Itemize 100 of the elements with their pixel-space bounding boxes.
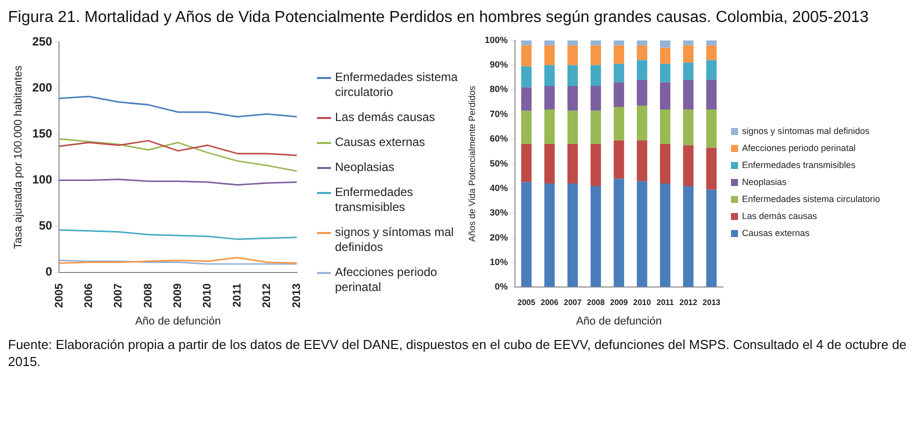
bar bbox=[660, 48, 670, 64]
legend-label: Neoplasias bbox=[335, 160, 394, 174]
bar bbox=[567, 184, 578, 287]
x-tick-label: 2013 bbox=[702, 298, 721, 308]
legend-label: signos y síntomas mal definidos bbox=[742, 126, 870, 136]
bar bbox=[636, 181, 648, 287]
bar bbox=[614, 64, 624, 82]
legend-label: Neoplasias bbox=[742, 176, 787, 188]
bar bbox=[590, 40, 601, 46]
x-tick-label: 2013 bbox=[290, 283, 303, 308]
x-tick-label: 2006 bbox=[540, 298, 559, 308]
bar bbox=[683, 80, 694, 110]
x-tick-label: 2012 bbox=[679, 298, 698, 308]
legend-label: Las demás causas bbox=[335, 110, 436, 124]
bar bbox=[636, 140, 648, 182]
bar bbox=[567, 144, 578, 184]
bar bbox=[614, 45, 624, 64]
y-tick-label: 50% bbox=[490, 158, 508, 168]
bar bbox=[544, 184, 555, 287]
bar bbox=[544, 40, 555, 46]
bar bbox=[590, 144, 601, 186]
bar bbox=[544, 110, 555, 144]
y-tick-label: 150 bbox=[32, 126, 53, 141]
bar bbox=[614, 40, 624, 46]
bar bbox=[567, 65, 578, 86]
bar bbox=[706, 40, 717, 46]
bar bbox=[683, 110, 694, 146]
y-tick-label: 0% bbox=[494, 282, 508, 292]
bar bbox=[521, 110, 532, 144]
x-tick-label: 2008 bbox=[142, 283, 154, 308]
x-tick-label: 2010 bbox=[633, 298, 652, 308]
y-tick-label: 60% bbox=[490, 134, 508, 144]
bar bbox=[590, 186, 601, 287]
y-tick-label: 250 bbox=[32, 34, 53, 49]
x-tick-label: 2008 bbox=[586, 298, 606, 308]
legend-label: Enfermedades sistema circulatorio bbox=[335, 70, 459, 100]
y-tick-label: 80% bbox=[490, 84, 508, 94]
y-tick-label: 40% bbox=[490, 182, 508, 193]
bar bbox=[683, 62, 694, 80]
bar bbox=[521, 144, 532, 182]
bar bbox=[660, 82, 670, 110]
bar bbox=[660, 184, 670, 287]
bar bbox=[706, 45, 717, 60]
legend-label: Las demás causas bbox=[742, 210, 818, 222]
x-tick-label: 2005 bbox=[53, 283, 66, 308]
legend-label: Enfermedades sistema circulatorio bbox=[742, 194, 880, 204]
source-note: Fuente: Elaboración propia a partir de los datos de EEVV del DANE, dispuestos en el cubo de EEVV, defunciones del MSPS. Consultado el 4 de octubre de 2015. bbox=[8, 336, 908, 370]
y-tick-label: 50 bbox=[38, 218, 53, 233]
bar bbox=[544, 65, 555, 86]
x-tick-label: 2011 bbox=[656, 298, 674, 308]
bar bbox=[660, 64, 670, 82]
bar bbox=[706, 148, 717, 190]
bar bbox=[590, 65, 601, 86]
legend-label: Causas externas bbox=[335, 134, 426, 150]
bar bbox=[683, 186, 694, 287]
bar bbox=[636, 60, 648, 80]
bar bbox=[636, 40, 648, 46]
x-tick-label: 2010 bbox=[202, 283, 214, 308]
bar bbox=[683, 145, 694, 186]
bar bbox=[590, 110, 601, 144]
x-tick-label: 2012 bbox=[261, 283, 274, 308]
legend-label: signos y síntomas mal definidos bbox=[335, 224, 455, 254]
y-tick-label: 10% bbox=[490, 257, 508, 268]
y-axis-title: Tasa ajustada por 100.000 habitantes bbox=[12, 65, 25, 250]
bar bbox=[567, 110, 578, 144]
x-tick-label: 2007 bbox=[112, 283, 125, 308]
x-tick-label: 2011 bbox=[231, 283, 244, 308]
bar bbox=[521, 40, 532, 46]
bar bbox=[706, 80, 717, 110]
x-tick-label: 2009 bbox=[610, 298, 628, 308]
bar bbox=[521, 87, 532, 111]
bar bbox=[521, 182, 532, 287]
bar bbox=[636, 80, 648, 106]
bar bbox=[706, 190, 717, 287]
bar bbox=[706, 60, 717, 80]
bar bbox=[614, 107, 624, 140]
x-tick-label: 2005 bbox=[517, 298, 536, 308]
legend-label: Enfermedades transmisibles bbox=[742, 160, 856, 170]
bar bbox=[521, 45, 532, 66]
bar bbox=[683, 40, 694, 46]
legend-label: Enfermedades transmisibles bbox=[335, 184, 414, 214]
y-tick-label: 200 bbox=[32, 80, 53, 95]
bar bbox=[636, 106, 648, 140]
x-tick-label: 2009 bbox=[172, 283, 184, 308]
bar bbox=[660, 144, 670, 184]
bar bbox=[706, 110, 717, 148]
y-tick-label: 30% bbox=[490, 208, 508, 218]
bar bbox=[660, 110, 670, 144]
bar bbox=[567, 86, 578, 111]
legend-label: Afecciones periodo perinatal bbox=[742, 142, 856, 154]
bar bbox=[590, 86, 601, 111]
bar bbox=[521, 66, 532, 88]
y-axis-title: Años de Vida Potencialmente Perdidos bbox=[466, 85, 477, 242]
bar bbox=[590, 45, 601, 66]
bar bbox=[636, 45, 648, 60]
y-tick-label: 90% bbox=[490, 60, 508, 70]
bar bbox=[544, 45, 555, 66]
bar bbox=[660, 40, 670, 48]
bar bbox=[567, 45, 578, 66]
x-axis-title: Año de defunción bbox=[576, 315, 662, 328]
